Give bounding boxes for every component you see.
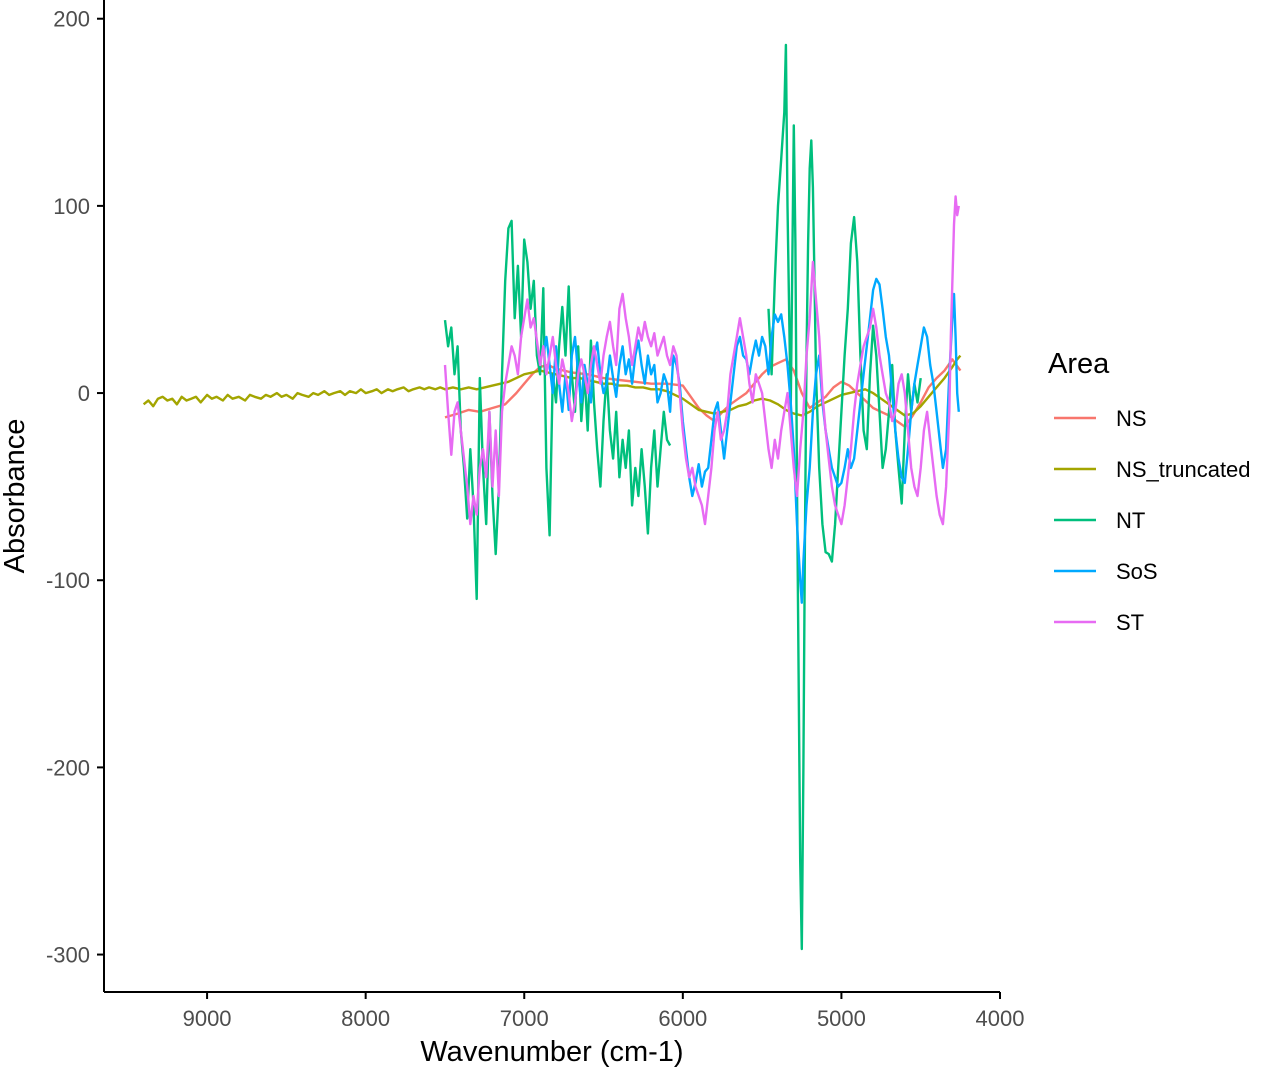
- x-tick-label: 8000: [341, 1006, 390, 1031]
- y-tick-label: 200: [53, 7, 90, 32]
- series-line-ns-truncated-1: [142, 354, 962, 417]
- y-tick-label: 100: [53, 194, 90, 219]
- legend-label-st: ST: [1116, 610, 1144, 635]
- y-tick-label: 0: [78, 381, 90, 406]
- legend-label-sos: SoS: [1116, 559, 1158, 584]
- legend-label-nt: NT: [1116, 508, 1145, 533]
- series-line-ns-0: [444, 358, 962, 428]
- legend: Area NS NS_truncated NT SoS ST: [1048, 348, 1251, 635]
- x-tick-label: 9000: [183, 1006, 232, 1031]
- y-axis-ticks: 200 100 0 -100 -200 -300: [46, 7, 104, 968]
- series-line-st-5: [443, 195, 960, 526]
- x-tick-label: 6000: [658, 1006, 707, 1031]
- series-line-sos-4: [542, 277, 960, 604]
- legend-title: Area: [1048, 348, 1110, 380]
- legend-label-ns: NS: [1116, 406, 1147, 431]
- y-tick-label: -100: [46, 568, 90, 593]
- y-tick-label: -200: [46, 755, 90, 780]
- legend-label-ns-truncated: NS_truncated: [1116, 457, 1251, 482]
- x-tick-label: 4000: [976, 1006, 1025, 1031]
- plot-area: [142, 43, 962, 951]
- x-axis-title: Wavenumber (cm-1): [420, 1036, 683, 1068]
- x-axis-ticks: 9000 8000 7000 6000 5000 4000: [183, 992, 1025, 1031]
- x-tick-label: 7000: [500, 1006, 549, 1031]
- series-line-nt-2: [443, 219, 672, 601]
- y-axis-title: Absorbance: [0, 419, 31, 574]
- y-tick-label: -300: [46, 943, 90, 968]
- x-tick-label: 5000: [817, 1006, 866, 1031]
